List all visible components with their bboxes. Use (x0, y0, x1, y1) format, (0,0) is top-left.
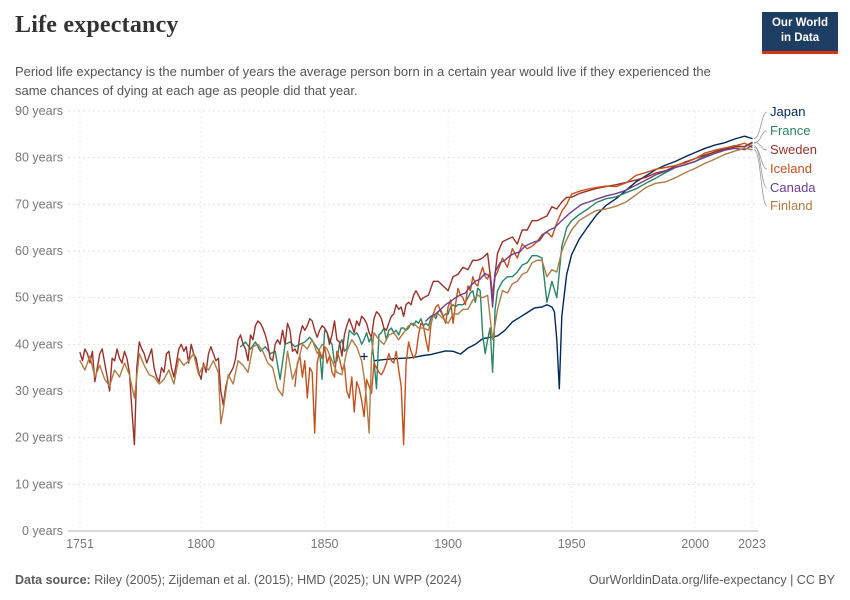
x-tick-label: 2000 (681, 537, 709, 551)
legend-connector (753, 147, 768, 170)
owid-credit-link[interactable]: OurWorldinData.org/life-expectancy | CC … (588, 573, 835, 587)
x-tick-label: 2023 (738, 537, 766, 551)
legend-label-sweden[interactable]: Sweden (770, 142, 817, 157)
owid-logo-line1: Our World (771, 17, 828, 29)
title-row: Life expectancy Our World in Data (15, 12, 838, 54)
legend-connector (753, 111, 768, 139)
footer: Data source: Riley (2005); Zijdeman et a… (15, 573, 835, 587)
legend-label-finland[interactable]: Finland (770, 198, 813, 213)
y-tick-label: 80 years (15, 151, 63, 165)
legend-label-iceland[interactable]: Iceland (770, 161, 812, 176)
owid-logo[interactable]: Our World in Data (761, 12, 838, 54)
series-line-canada[interactable] (425, 144, 753, 322)
x-tick-label: 1950 (558, 537, 586, 551)
series-line-sweden[interactable] (79, 141, 753, 446)
series-line-japan[interactable] (373, 135, 753, 390)
y-tick-label: 50 years (15, 291, 63, 305)
series-line-finland[interactable] (79, 147, 753, 434)
x-tick-label: 1850 (311, 537, 339, 551)
y-tick-label: 40 years (15, 337, 63, 351)
y-tick-label: 0 years (22, 524, 63, 538)
y-tick-label: 90 years (15, 104, 63, 118)
x-tick-label: 1751 (66, 537, 94, 551)
y-tick-label: 10 years (15, 477, 63, 491)
data-source-note: Data source: Riley (2005); Zijdeman et a… (15, 573, 462, 587)
legend-connector (753, 141, 768, 151)
y-tick-label: 60 years (15, 244, 63, 258)
x-tick-label: 1800 (187, 537, 215, 551)
y-tick-label: 20 years (15, 431, 63, 445)
owid-logo-line2: in Data (780, 31, 820, 44)
header: Life expectancy Our World in Data Period… (15, 12, 838, 101)
data-source-label: Data source: (15, 573, 91, 587)
y-tick-label: 30 years (15, 384, 63, 398)
chart-subtitle: Period life expectancy is the number of … (15, 63, 711, 99)
y-tick-label: 70 years (15, 197, 63, 211)
x-tick-label: 1900 (434, 537, 462, 551)
series-line-iceland[interactable] (294, 142, 753, 446)
legend-connector (753, 145, 768, 189)
page-title: Life expectancy (15, 12, 179, 38)
legend-label-france[interactable]: France (770, 123, 810, 138)
legend-label-canada[interactable]: Canada (770, 180, 816, 195)
data-source-text: Riley (2005); Zijdeman et al. (2015); HM… (94, 573, 462, 587)
legend-label-japan[interactable]: Japan (770, 104, 805, 119)
legend-connector (753, 149, 768, 207)
